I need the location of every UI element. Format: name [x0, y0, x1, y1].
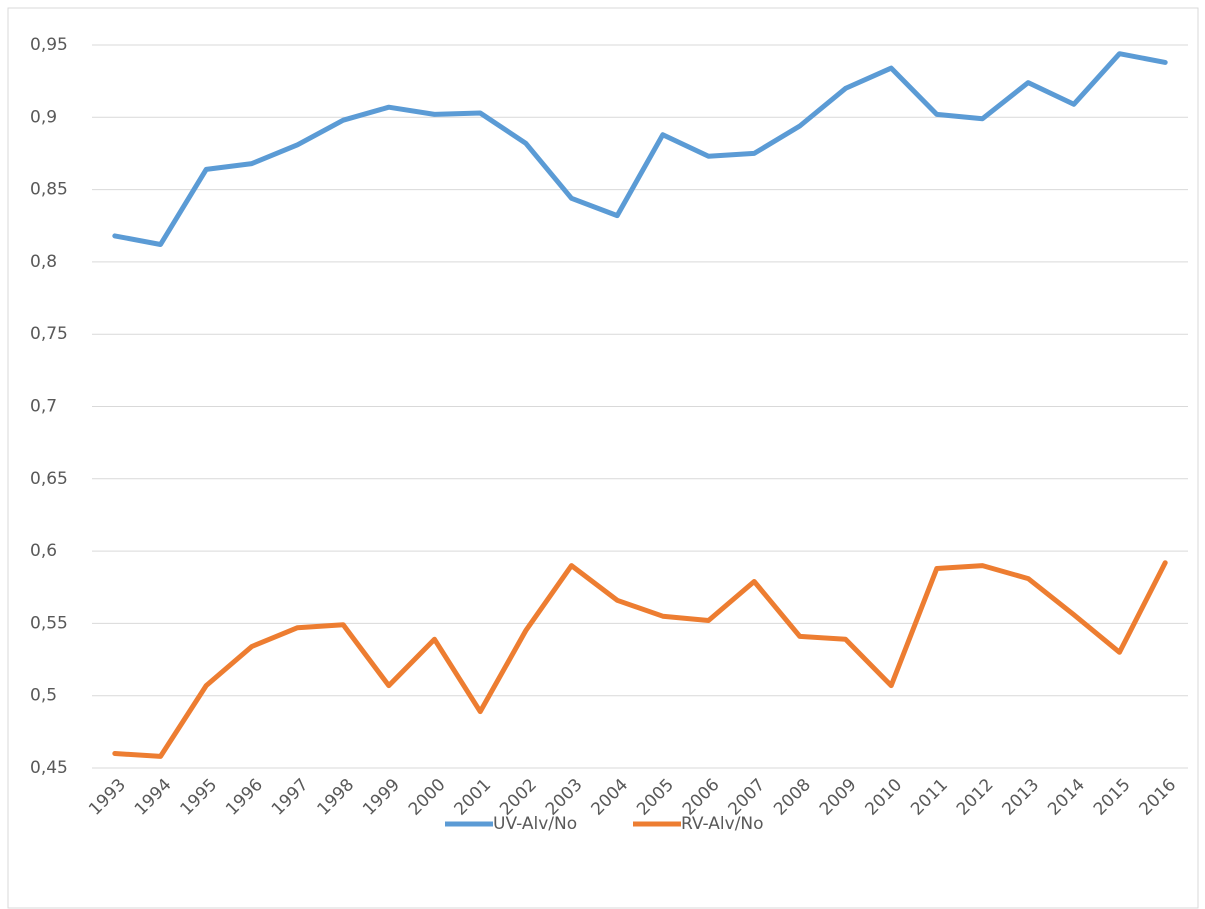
y-tick-label: 0,5 — [30, 686, 57, 706]
series-line — [112, 51, 1168, 247]
y-tick-label: 0,9 — [30, 107, 57, 127]
y-tick-label: 0,75 — [30, 324, 68, 344]
legend-label: RV-Alv/No — [681, 814, 764, 834]
chart-border — [7, 7, 1199, 909]
y-tick-label: 0,85 — [30, 180, 68, 200]
y-tick-label: 0,8 — [30, 252, 57, 272]
y-tick-label: 0,55 — [30, 613, 68, 633]
y-tick-label: 0,65 — [30, 469, 68, 489]
y-tick-label: 0,95 — [30, 35, 68, 55]
y-tick-label: 0,7 — [30, 397, 57, 417]
series-line — [112, 560, 1168, 759]
legend-label: UV-Alv/No — [493, 814, 577, 834]
y-tick-label: 0,6 — [30, 541, 57, 561]
y-tick-label: 0,45 — [30, 758, 68, 778]
